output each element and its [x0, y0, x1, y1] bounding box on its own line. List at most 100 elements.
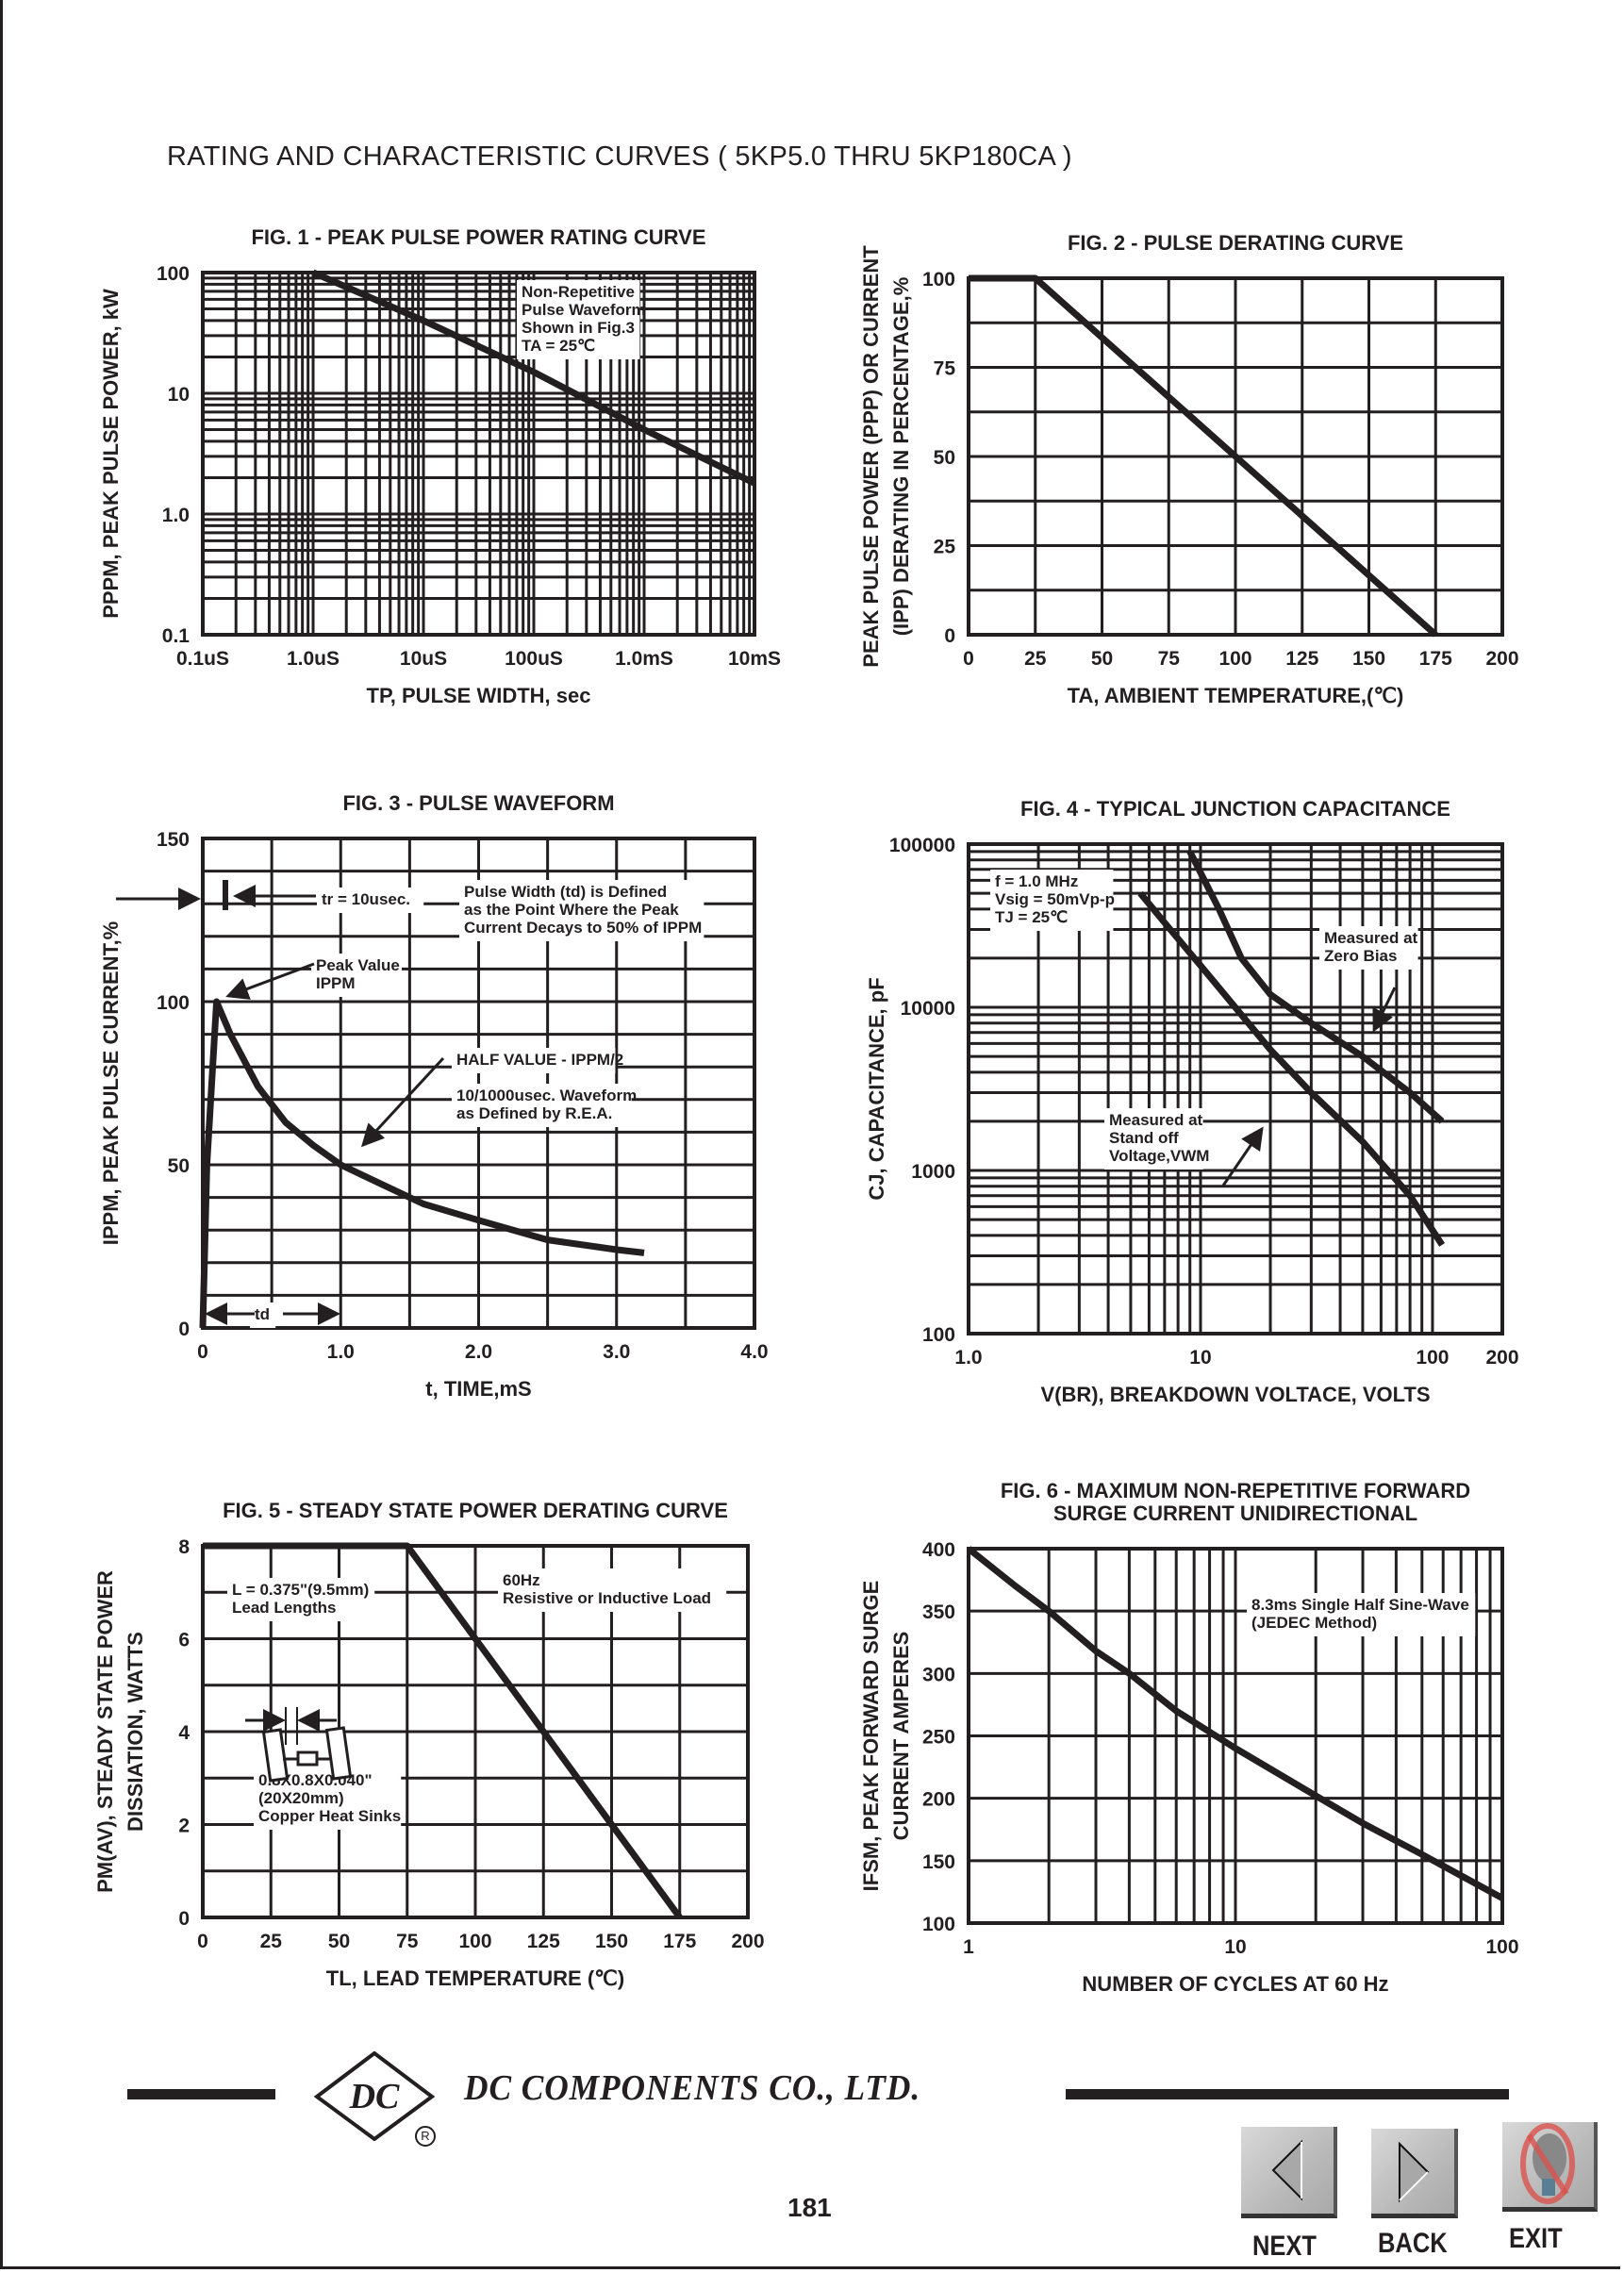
annotation-text: Measured at: [1324, 929, 1418, 947]
annotation-bg: [1247, 1593, 1476, 1636]
x-tick-label: 50: [1091, 648, 1113, 670]
annotation-bg: [311, 954, 402, 997]
y-tick-label: 100: [922, 1914, 955, 1935]
y-tick-label: 10: [168, 384, 190, 406]
triangle-left-icon: [1271, 2139, 1302, 2201]
x-tick-label: 125: [1285, 648, 1318, 670]
back-button[interactable]: [1371, 2129, 1458, 2218]
y-tick-label: 0: [944, 625, 955, 647]
exit-button[interactable]: [1502, 2122, 1598, 2212]
series-line-1: [311, 269, 756, 487]
gridlines: [967, 842, 1504, 1336]
x-axis-label: TA, AMBIENT TEMPERATURE,(℃): [1068, 684, 1404, 707]
company-logo: DC: [313, 2051, 436, 2141]
next-button[interactable]: [1241, 2127, 1337, 2218]
series-line-1: [203, 1542, 683, 1920]
plot-frame: [201, 837, 756, 1330]
heat-sink-right: [324, 1726, 353, 1781]
arrow: [1372, 987, 1397, 1033]
x-tick-label: 0: [963, 648, 974, 670]
annotation-text: Current Decays to 50% of IPPM: [464, 919, 702, 937]
x-tick-label: 2.0: [465, 1341, 492, 1363]
annotation-text: Non-Repetitive: [522, 283, 635, 301]
y-tick-label: 10000: [901, 998, 955, 1020]
y-tick-label: 0: [178, 1908, 190, 1930]
x-tick-label: 100: [458, 1931, 491, 1952]
series-line-2: [1137, 890, 1446, 1247]
annotation-text: Shown in Fig.3: [522, 319, 635, 337]
gridlines: [967, 276, 1504, 637]
y-axis-label: CURRENT AMPERES: [889, 1632, 913, 1841]
x-tick-label: 1.0: [954, 1347, 982, 1369]
x-tick-label: 0: [197, 1341, 208, 1363]
y-tick-label: 6: [178, 1630, 190, 1651]
x-tick-label: 4.0: [740, 1341, 768, 1363]
plot-frame: [967, 1547, 1504, 1925]
x-tick-label: 125: [527, 1931, 560, 1952]
x-tick-label: 1.0: [327, 1341, 355, 1363]
chart-title: FIG. 1 - PEAK PULSE POWER RATING CURVE: [251, 225, 705, 249]
annotation-text: Voltage,VWM: [1109, 1147, 1209, 1165]
x-tick-label: 100: [1485, 1936, 1518, 1958]
chart-title: FIG. 4 - TYPICAL JUNCTION CAPACITANCE: [1020, 797, 1450, 821]
back-label[interactable]: BACK: [1378, 2228, 1448, 2259]
annotation-text: f = 1.0 MHz: [995, 872, 1078, 890]
y-tick-label: 100: [157, 992, 190, 1014]
annotation-text: Pulse Waveform: [522, 301, 646, 319]
chart-title: FIG. 6 - MAXIMUM NON-REPETITIVE FORWARD: [1001, 1479, 1470, 1502]
plot-frame: [201, 1544, 750, 1919]
annotation-text: IPPM: [316, 974, 356, 992]
chart-title: SURGE CURRENT UNIDIRECTIONAL: [1053, 1502, 1417, 1525]
annotation-text: Vsig = 50mVp-p: [995, 890, 1115, 908]
x-tick-label: 100: [1218, 648, 1251, 670]
annotation-bg: [517, 280, 640, 359]
annotation-text: 10/1000usec. Waveform: [456, 1087, 637, 1104]
footer-rule-left: [127, 2089, 275, 2099]
annotation-text: Lead Lengths: [232, 1599, 337, 1617]
annotation-text: Measured at: [1109, 1111, 1203, 1129]
y-tick-label: 1.0: [162, 505, 190, 526]
y-tick-label: 1000: [911, 1161, 955, 1183]
annotation-text: TJ = 25℃: [995, 908, 1068, 926]
y-axis-label: PEAK PULSE POWER (PPP) OR CURRENT: [859, 245, 883, 668]
x-tick-label: 100uS: [505, 648, 563, 670]
y-axis-label: PM(AV), STEADY STATE POWER: [93, 1570, 117, 1893]
logo-lettering: DC: [349, 2077, 400, 2116]
plot-frame: [201, 271, 756, 637]
x-tick-label: 200: [1485, 1347, 1518, 1369]
x-tick-label: 50: [328, 1931, 350, 1952]
x-tick-label: 1: [963, 1936, 974, 1958]
y-tick-label: 75: [934, 358, 956, 380]
y-tick-label: 100000: [889, 835, 955, 856]
exit-label[interactable]: EXIT: [1509, 2223, 1563, 2254]
annotation-bg: [1104, 1108, 1203, 1170]
x-tick-label: 10: [1189, 1347, 1211, 1369]
x-tick-label: 100: [1416, 1347, 1449, 1369]
footer-rule-right: [1066, 2089, 1509, 2099]
y-axis-label: IPPM, PEAK PULSE CURRENT,%: [99, 921, 123, 1246]
y-axis-label: CJ, CAPACITANCE, pF: [865, 977, 888, 1200]
annotation-text: 8.3ms Single Half Sine-Wave: [1251, 1596, 1469, 1614]
series-line-1: [1186, 850, 1445, 1124]
annotation-bg: [452, 1084, 632, 1127]
chart-fig-2: 0 25 50 75 100 125 150 175 200 0 25 50 75 100 FIG. 2 -…: [859, 231, 1519, 707]
chart-title: FIG. 3 - PULSE WAVEFORM: [342, 791, 614, 815]
next-label[interactable]: NEXT: [1252, 2231, 1317, 2262]
no-entry-bulb-icon: [1520, 2123, 1575, 2204]
y-tick-label: 0.1: [162, 625, 191, 647]
x-tick-label: 150: [1352, 648, 1385, 670]
y-tick-label: 50: [168, 1155, 190, 1177]
company-name: DC COMPONENTS CO., LTD.: [464, 2068, 921, 2108]
x-tick-label: 175: [1419, 648, 1452, 670]
x-tick-label: 175: [663, 1931, 696, 1952]
y-axis-label: PPPM, PEAK PULSE POWER, kW: [99, 289, 123, 619]
annotation-text: Zero Bias: [1324, 947, 1397, 965]
x-tick-label: 25: [1024, 648, 1047, 670]
x-axis-label: TP, PULSE WIDTH, sec: [367, 684, 591, 707]
annotation-text: Copper Heat Sinks: [258, 1807, 401, 1825]
x-tick-label: 25: [260, 1931, 283, 1952]
annotation-text: Pulse Width (td) is Defined: [464, 883, 667, 901]
chart-fig-6: 8.3ms Single Half Sine-Wave(JEDEC Method…: [859, 1479, 1519, 1996]
